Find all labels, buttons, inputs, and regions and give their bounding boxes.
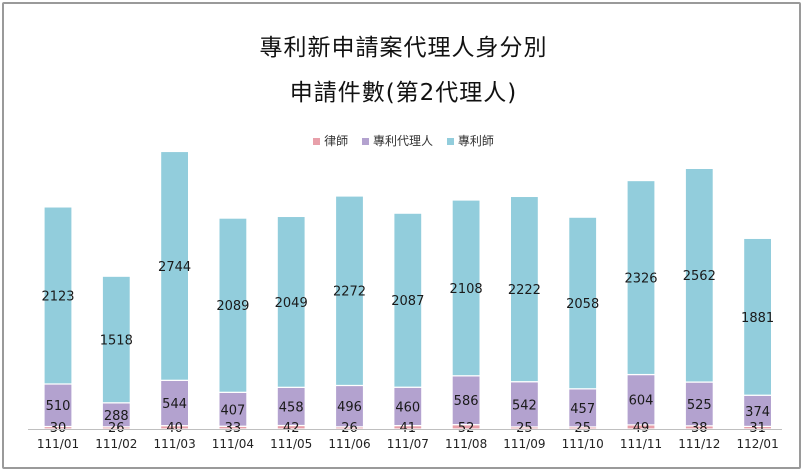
data-label-lawyer: 25 [516,421,533,436]
data-label-patent-attorney: 2744 [158,260,191,275]
data-label-patent-agent: 542 [512,398,537,413]
data-label-patent-attorney: 2123 [41,289,74,304]
x-tick-label: 111/06 [328,437,370,451]
data-label-lawyer: 26 [341,421,358,436]
data-label-patent-agent: 496 [337,400,362,415]
data-label-patent-attorney: 2058 [566,297,599,312]
data-label-lawyer: 49 [633,421,650,436]
data-label-patent-attorney: 2272 [333,285,366,300]
data-label-patent-agent: 510 [46,399,71,414]
data-label-lawyer: 30 [50,421,67,436]
data-label-patent-attorney: 2049 [275,296,308,311]
x-tick-label: 111/10 [562,437,604,451]
data-label-patent-agent: 586 [454,394,479,409]
data-label-patent-attorney: 2222 [508,283,541,298]
x-tick-label: 111/03 [153,437,195,451]
data-label-patent-agent: 544 [162,397,187,412]
data-label-patent-agent: 407 [220,403,245,418]
data-label-lawyer: 42 [283,421,300,436]
data-label-patent-agent: 288 [104,409,129,424]
data-label-patent-agent: 374 [745,405,770,420]
data-label-patent-attorney: 2326 [624,272,657,287]
bars-group [44,151,772,429]
data-label-patent-attorney: 2089 [216,299,249,314]
data-label-patent-agent: 457 [570,402,595,417]
data-label-patent-attorney: 1881 [741,311,774,326]
data-label-lawyer: 41 [400,421,417,436]
x-tick-label: 111/05 [270,437,312,451]
x-tick-label: 111/12 [678,437,720,451]
x-tick-label: 111/11 [620,437,662,451]
x-tick-label: 111/02 [95,437,137,451]
x-tick-label: 111/07 [387,437,429,451]
x-tick-label: 111/04 [212,437,254,451]
data-label-patent-agent: 460 [395,400,420,415]
x-tick-label: 111/01 [37,437,79,451]
data-label-lawyer: 31 [749,421,766,436]
data-label-patent-attorney: 2108 [450,282,483,297]
data-label-patent-agent: 604 [629,394,654,409]
data-label-patent-attorney: 1518 [100,334,133,349]
data-label-lawyer: 40 [166,421,183,436]
data-label-lawyer: 52 [458,421,475,436]
x-tick-label: 111/08 [445,437,487,451]
data-label-lawyer: 38 [691,421,708,436]
data-label-patent-attorney: 2562 [683,269,716,284]
data-label-patent-attorney: 2087 [391,294,424,309]
data-label-patent-agent: 525 [687,398,712,413]
data-label-lawyer: 33 [225,421,242,436]
data-label-lawyer: 25 [574,421,591,436]
x-tick-label: 112/01 [736,437,778,451]
x-tick-label: 111/09 [503,437,545,451]
data-label-patent-agent: 458 [279,400,304,415]
